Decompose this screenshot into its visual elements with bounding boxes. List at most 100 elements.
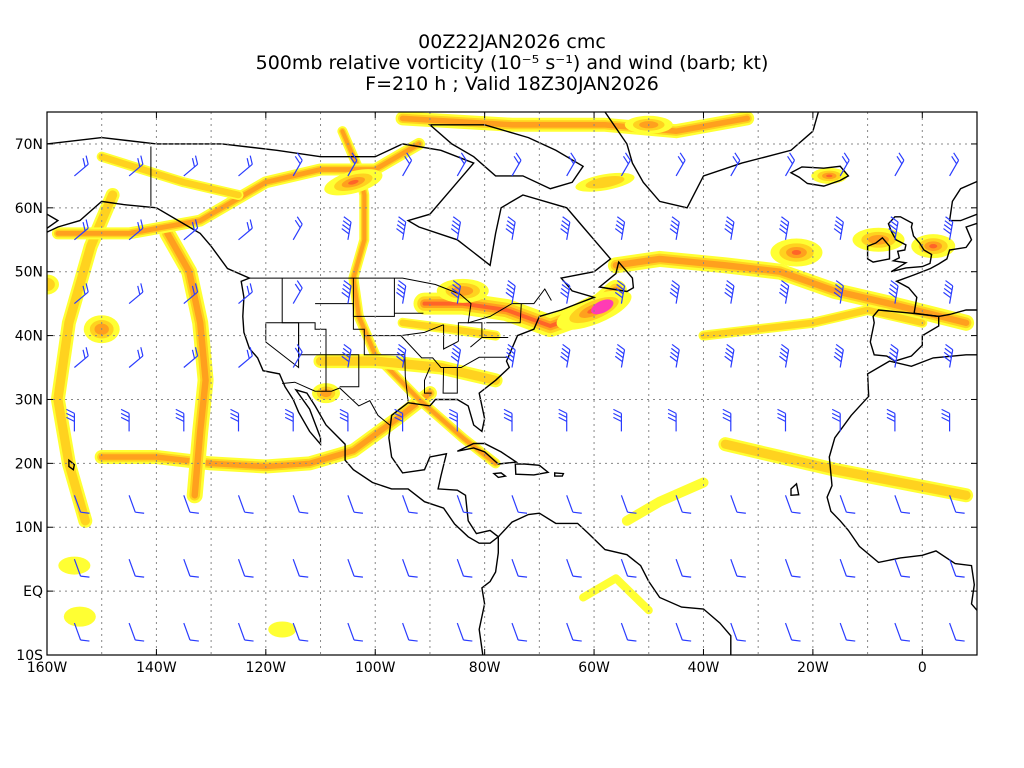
political-border — [486, 303, 522, 324]
coastline-jamaica — [492, 472, 508, 479]
wind-barb — [450, 343, 462, 368]
wind-barb — [613, 408, 623, 432]
coastline-great-britain — [887, 216, 933, 273]
wind-barb — [505, 216, 516, 240]
coastline-cape-verde — [790, 482, 800, 497]
wind-barb — [128, 558, 145, 578]
wind-barb — [73, 495, 90, 514]
wind-barb — [779, 280, 790, 304]
wind-barbs — [66, 152, 965, 642]
vorticity-band — [621, 477, 709, 526]
wind-barb — [675, 622, 692, 642]
wind-barb — [888, 343, 899, 368]
vorticity-max — [591, 299, 614, 315]
wind-barb — [128, 283, 144, 305]
lat-lon-grid — [47, 112, 977, 655]
vorticity-blob — [268, 621, 297, 638]
vorticity-blob — [791, 250, 802, 256]
lat-label: EQ — [23, 584, 43, 600]
coastline-africa — [826, 354, 977, 612]
wind-barb — [74, 283, 89, 305]
wind-barb — [74, 347, 89, 368]
wind-barb — [292, 152, 303, 177]
lon-label: 40W — [688, 660, 720, 676]
wind-barb — [560, 280, 571, 304]
plot-area — [47, 112, 977, 655]
wind-barb — [402, 622, 418, 642]
plot-frame — [46, 111, 978, 656]
wind-barb — [292, 280, 303, 304]
wind-barb — [402, 152, 413, 177]
wind-barb — [784, 152, 796, 177]
political-border — [315, 278, 395, 317]
wind-barb — [724, 343, 735, 368]
wind-barb — [669, 280, 680, 304]
wind-barb — [450, 280, 462, 304]
wind-barb — [730, 622, 746, 642]
wind-barb — [839, 558, 856, 578]
lat-label: 20N — [15, 456, 43, 472]
lon-label: 120W — [246, 660, 287, 676]
lat-label: 60N — [15, 201, 43, 217]
wind-barb — [183, 283, 199, 305]
wind-barb — [73, 558, 90, 578]
wind-barb — [292, 495, 309, 514]
vorticity-shading — [47, 112, 975, 638]
lat-label: 30N — [15, 392, 43, 408]
wind-barb — [74, 155, 89, 177]
coastline-greenland — [602, 112, 820, 209]
political-border — [281, 278, 327, 392]
wind-barb — [839, 622, 856, 642]
political-border — [470, 337, 483, 348]
wind-barb — [292, 216, 303, 241]
wind-barb — [784, 622, 801, 642]
wind-barb — [505, 280, 516, 304]
wind-barb — [784, 495, 801, 514]
wind-barb — [949, 622, 965, 642]
lat-label: 10S — [16, 648, 43, 664]
latitude-labels: 70N 60N 50N 40N 30N 20N 10N EQ 10S — [15, 137, 43, 664]
wind-barb — [894, 152, 905, 177]
axis-ticks — [46, 112, 977, 656]
wind-barb — [620, 622, 637, 642]
lon-label: 0 — [918, 660, 927, 676]
wind-barb — [724, 280, 735, 304]
lon-label: 140W — [136, 660, 177, 676]
political-border — [249, 277, 552, 324]
wind-barb — [566, 495, 582, 514]
vorticity-blob — [348, 179, 359, 185]
title-line-1: 00Z22JAN2026 cmc — [418, 31, 606, 53]
wind-barb — [73, 622, 90, 642]
political-border — [352, 278, 409, 402]
wind-barb — [888, 280, 899, 304]
wind-barb — [128, 219, 144, 241]
wind-barb — [456, 622, 473, 642]
wind-barb — [183, 622, 199, 642]
wind-barb — [943, 343, 954, 368]
wind-barb — [511, 152, 522, 177]
wind-barb — [560, 343, 571, 368]
wind-barb — [614, 280, 626, 304]
wind-barb — [339, 408, 349, 432]
lon-label: 60W — [578, 660, 610, 676]
wind-barb — [943, 216, 954, 240]
wind-barb — [128, 622, 145, 642]
vorticity-band — [164, 230, 209, 499]
wind-barb — [777, 408, 787, 432]
wind-barb — [128, 495, 145, 514]
wind-barb — [614, 216, 626, 240]
vorticity-band — [720, 439, 971, 500]
wind-barb — [779, 343, 790, 368]
political-border — [442, 367, 458, 394]
wind-barb — [237, 622, 254, 642]
vorticity-blob — [868, 234, 889, 245]
wind-barb — [396, 343, 407, 368]
coastline-puerto-rico — [554, 472, 565, 477]
lon-label: 80W — [469, 660, 501, 676]
wind-barb — [183, 495, 199, 514]
coastline-north-america — [47, 136, 612, 544]
title-line-2: 500mb relative vorticity (10⁻⁵ s⁻¹) and … — [255, 52, 769, 74]
vorticity-blob — [58, 556, 91, 575]
political-border — [364, 324, 444, 337]
wind-barb — [831, 408, 841, 432]
